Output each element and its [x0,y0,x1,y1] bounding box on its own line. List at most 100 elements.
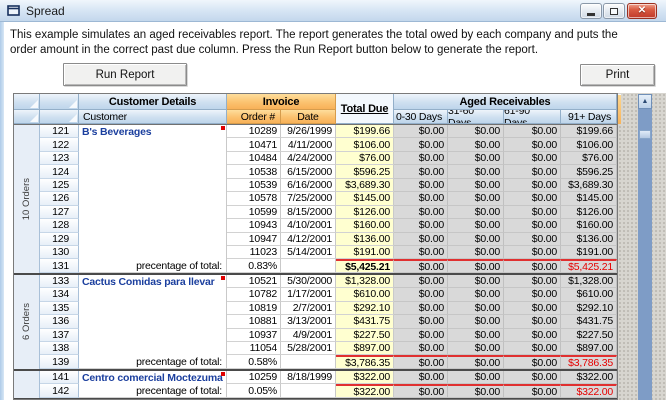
header-corner-icon[interactable] [14,110,40,124]
order-date-cell[interactable]: 9/26/1999 [281,125,336,139]
order-number-cell[interactable]: 10599 [227,205,281,220]
order-number-cell[interactable]: 10538 [227,165,281,179]
aged-cell[interactable]: $322.00 [561,370,617,385]
row-header[interactable]: 141 [40,370,79,385]
aged-cell[interactable]: $0.00 [504,301,561,316]
total-due-cell[interactable]: $610.00 [336,288,394,302]
order-number-cell[interactable]: 10289 [227,125,281,139]
total-due-cell[interactable]: $160.00 [336,219,394,233]
aged-cell[interactable]: $0.00 [504,192,561,206]
aged-cell[interactable]: $0.00 [504,178,561,193]
header-aged-91plus[interactable]: 91+ Days [561,110,617,124]
total-due-cell[interactable]: $76.00 [336,151,394,166]
aged-cell[interactable]: $0.00 [394,125,448,139]
aged-cell[interactable]: $0.00 [448,178,504,193]
header-date[interactable]: Date [281,110,336,124]
customer-name-cell[interactable]: Centro comercial Moctezuma [79,370,227,385]
total-due-cell[interactable]: $227.50 [336,328,394,342]
aged-cell[interactable]: $0.00 [504,274,561,289]
aged-cell[interactable]: $0.00 [448,138,504,152]
aged-cell[interactable]: $0.00 [394,232,448,246]
aged-cell[interactable]: $0.00 [448,288,504,302]
aged-total-cell[interactable]: $3,786.35 [561,355,617,369]
aged-cell[interactable]: $431.75 [561,315,617,329]
minimize-button[interactable] [580,3,602,19]
header-aged-61-90[interactable]: 61-90 Days [504,110,561,124]
aged-cell[interactable]: $3,689.30 [561,178,617,193]
print-button[interactable]: Print [580,64,655,86]
row-header[interactable]: 130 [40,245,79,260]
aged-cell[interactable]: $0.00 [394,192,448,206]
order-date-cell[interactable]: 5/30/2000 [281,274,336,289]
vertical-scrollbar[interactable]: ▲ [638,94,652,400]
aged-cell[interactable]: $0.00 [394,178,448,193]
aged-total-cell[interactable]: $0.00 [448,259,504,273]
order-number-cell[interactable]: 11054 [227,342,281,356]
aged-cell[interactable]: $596.25 [561,165,617,179]
aged-cell[interactable]: $0.00 [448,315,504,329]
maximize-button[interactable] [603,3,625,19]
row-header[interactable]: 139 [40,355,79,369]
order-date-cell[interactable]: 7/25/2000 [281,192,336,206]
aged-cell[interactable]: $0.00 [504,232,561,246]
aged-cell[interactable]: $0.00 [394,342,448,356]
order-date-cell[interactable]: 2/7/2001 [281,301,336,316]
order-date-cell[interactable]: 8/18/1999 [281,370,336,385]
order-number-cell[interactable]: 10782 [227,288,281,302]
aged-cell[interactable]: $0.00 [448,274,504,289]
scroll-up-icon[interactable]: ▲ [638,94,652,109]
aged-cell[interactable]: $0.00 [504,342,561,356]
aged-total-cell[interactable]: $0.00 [394,259,448,273]
order-date-cell[interactable]: 4/24/2000 [281,151,336,166]
customer-name-cell[interactable]: Cactus Comidas para llevar [79,274,227,356]
order-date-cell[interactable]: 4/11/2000 [281,138,336,152]
aged-cell[interactable]: $0.00 [448,232,504,246]
aged-cell[interactable]: $0.00 [504,151,561,166]
empty-date-cell[interactable] [281,384,336,398]
order-number-cell[interactable]: 10578 [227,192,281,206]
total-due-cell[interactable]: $106.00 [336,138,394,152]
header-total-due[interactable]: Total Due [336,94,394,124]
aged-cell[interactable]: $160.00 [561,219,617,233]
total-due-cell[interactable]: $1,328.00 [336,274,394,289]
order-date-cell[interactable]: 8/15/2000 [281,205,336,220]
aged-cell[interactable]: $0.00 [394,315,448,329]
aged-cell[interactable]: $0.00 [394,370,448,385]
aged-cell[interactable]: $0.00 [394,301,448,316]
header-customer-details[interactable]: Customer Details [79,94,227,110]
aged-total-cell[interactable]: $0.00 [504,384,561,398]
row-header[interactable]: 136 [40,315,79,329]
order-number-cell[interactable]: 10881 [227,315,281,329]
aged-cell[interactable]: $0.00 [394,165,448,179]
total-due-cell[interactable]: $3,689.30 [336,178,394,193]
aged-cell[interactable]: $0.00 [448,192,504,206]
empty-date-cell[interactable] [281,355,336,369]
aged-cell[interactable]: $0.00 [394,205,448,220]
customer-name-cell[interactable]: B's Beverages [79,125,227,260]
aged-cell[interactable]: $0.00 [448,245,504,260]
order-number-cell[interactable]: 10521 [227,274,281,289]
row-header[interactable]: 133 [40,274,79,289]
total-due-cell[interactable]: $596.25 [336,165,394,179]
total-due-cell[interactable]: $136.00 [336,232,394,246]
header-order-no[interactable]: Order # [227,110,281,124]
aged-cell[interactable]: $0.00 [394,151,448,166]
aged-cell[interactable]: $0.00 [448,165,504,179]
order-number-cell[interactable]: 10259 [227,370,281,385]
order-date-cell[interactable]: 4/12/2001 [281,232,336,246]
aged-cell[interactable]: $0.00 [448,328,504,342]
aged-cell[interactable]: $145.00 [561,192,617,206]
aged-cell[interactable]: $191.00 [561,245,617,260]
row-header[interactable]: 137 [40,328,79,342]
aged-total-cell[interactable]: $0.00 [448,355,504,369]
scrollbar-thumb[interactable] [639,130,651,139]
close-button[interactable]: ✕ [627,3,657,19]
aged-total-cell[interactable]: $322.00 [561,384,617,398]
aged-cell[interactable]: $0.00 [394,328,448,342]
order-date-cell[interactable]: 4/10/2001 [281,219,336,233]
header-corner-icon[interactable] [40,110,79,124]
aged-cell[interactable]: $199.66 [561,125,617,139]
percentage-value-cell[interactable]: 0.83% [227,259,281,273]
total-due-cell[interactable]: $897.00 [336,342,394,356]
percentage-label-cell[interactable]: precentage of total: [79,259,227,273]
